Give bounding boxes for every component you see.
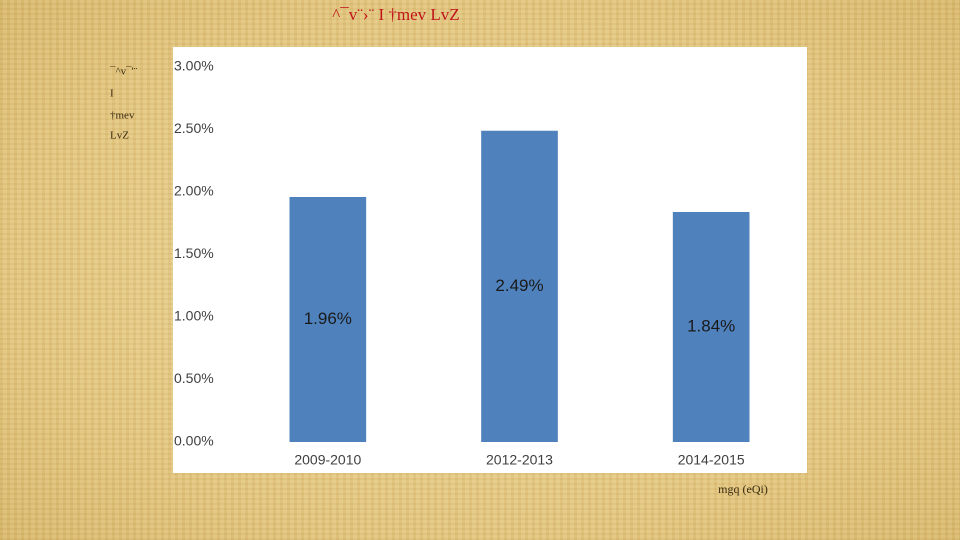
data-label: 2.49% [495, 276, 543, 295]
y-tick-label: 1.50% [174, 245, 214, 261]
y-tick-label: 1.00% [174, 308, 214, 324]
x-tick-label: 2009-2010 [294, 452, 361, 468]
chart-title: ^¯v¨›¨ I †mev LvZ [332, 5, 459, 24]
bar [481, 130, 558, 442]
bar [672, 212, 750, 442]
data-label: 1.96% [304, 309, 352, 328]
y-axis-label: ¯^v¯'¨ [109, 66, 138, 78]
y-tick-label: 0.00% [174, 433, 214, 449]
x-tick-label: 2012-2013 [486, 452, 553, 468]
y-tick-label: 2.50% [174, 120, 214, 136]
bar [289, 197, 367, 442]
y-axis-label: I [110, 88, 114, 100]
y-tick-label: 2.00% [174, 183, 214, 199]
y-axis-label: †mev [110, 110, 135, 122]
y-axis-label: LvZ [110, 130, 129, 142]
x-tick-label: 2014-2015 [678, 452, 745, 468]
y-tick-label: 0.50% [174, 370, 214, 386]
x-axis-label: mgq (eQi) [718, 482, 768, 496]
y-tick-label: 3.00% [174, 58, 214, 74]
data-label: 1.84% [687, 316, 735, 335]
